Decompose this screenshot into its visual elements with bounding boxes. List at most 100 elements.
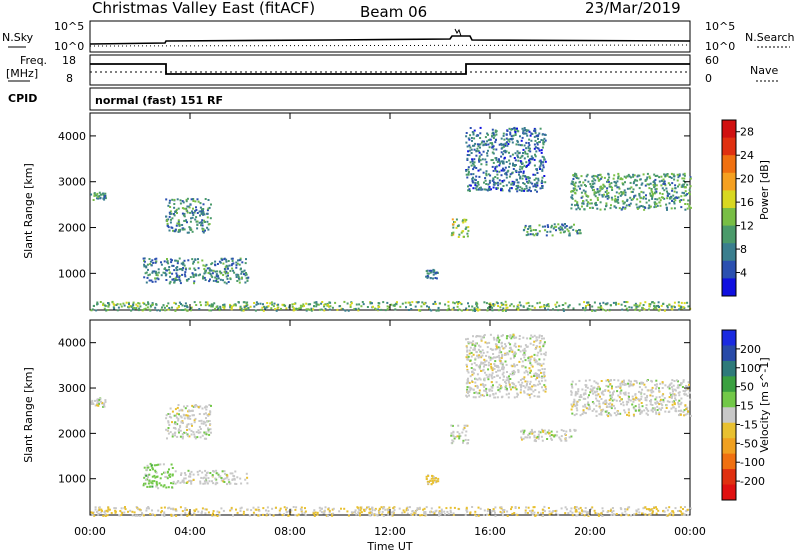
echo-mark: [662, 398, 665, 401]
echo-mark: [451, 424, 454, 427]
echo-mark: [499, 376, 501, 379]
echo-mark: [473, 166, 476, 169]
echo-mark: [595, 414, 598, 417]
echo-mark: [571, 380, 574, 383]
echo-mark: [435, 309, 438, 312]
echo-mark: [629, 181, 632, 184]
echo-mark: [518, 189, 521, 192]
echo-mark: [382, 301, 385, 304]
nsky-spike: [454, 28, 462, 37]
echo-mark: [494, 360, 497, 363]
echo-mark: [617, 186, 620, 189]
nave-tick-low: 0: [705, 72, 712, 85]
echo-mark: [299, 304, 302, 307]
echo-mark: [477, 181, 480, 183]
echo-mark: [479, 126, 482, 129]
echo-mark: [634, 396, 637, 399]
echo-mark: [246, 482, 249, 485]
echo-mark: [497, 341, 500, 344]
echo-mark: [185, 426, 188, 429]
echo-mark: [477, 514, 480, 517]
echo-mark: [191, 258, 194, 261]
echo-mark: [489, 388, 492, 391]
echo-mark: [488, 189, 490, 191]
echo-mark: [533, 430, 536, 433]
echo-mark: [584, 389, 587, 392]
echo-mark: [366, 306, 369, 308]
echo-mark: [305, 309, 308, 312]
echo-mark: [414, 511, 417, 514]
echo-mark: [593, 509, 596, 512]
echo-mark: [468, 144, 471, 147]
echo-mark: [560, 429, 563, 432]
echo-mark: [677, 176, 680, 179]
echo-mark: [188, 428, 191, 431]
echo-mark: [591, 389, 594, 392]
echo-mark: [175, 208, 178, 211]
echo-mark: [543, 358, 546, 361]
echo-mark: [531, 385, 534, 388]
echo-mark: [466, 154, 469, 156]
echo-mark: [471, 158, 474, 161]
echo-mark: [510, 348, 513, 351]
echo-mark: [628, 396, 630, 398]
echo-mark: [661, 404, 664, 407]
echo-mark: [471, 373, 474, 376]
echo-mark: [501, 362, 504, 365]
echo-mark: [526, 152, 529, 155]
echo-mark: [546, 438, 549, 440]
echo-mark: [133, 307, 136, 309]
echo-mark: [207, 207, 210, 210]
echo-mark: [654, 387, 657, 390]
echo-mark: [513, 355, 516, 358]
echo-mark: [154, 270, 157, 273]
echo-mark: [586, 202, 589, 205]
echo-mark: [196, 227, 199, 230]
echo-mark: [452, 301, 455, 304]
echo-mark: [217, 307, 220, 310]
echo-mark: [269, 302, 272, 305]
echo-mark: [481, 336, 484, 339]
echo-mark: [544, 229, 547, 232]
echo-mark: [205, 405, 208, 408]
echo-mark: [613, 205, 616, 208]
echo-mark: [628, 306, 631, 309]
echo-mark: [505, 150, 508, 153]
echo-mark: [185, 309, 188, 312]
echo-mark: [673, 178, 676, 181]
y-tick-label: 3000: [58, 176, 86, 189]
echo-mark: [469, 127, 472, 129]
echo-mark: [509, 155, 512, 158]
echo-mark: [390, 303, 393, 306]
echo-mark: [501, 180, 504, 182]
echo-mark: [147, 474, 150, 477]
echo-mark: [161, 510, 163, 513]
echo-mark: [581, 205, 583, 208]
echo-mark: [689, 206, 692, 209]
echo-mark: [283, 506, 286, 509]
echo-mark: [143, 302, 146, 305]
echo-mark: [489, 138, 492, 141]
echo-mark: [162, 463, 165, 466]
echo-mark: [435, 271, 438, 274]
echo-mark: [512, 333, 515, 336]
echo-mark: [598, 402, 601, 405]
echo-mark: [205, 477, 207, 480]
echo-mark: [594, 512, 597, 514]
echo-mark: [197, 261, 200, 264]
echo-mark: [168, 268, 170, 271]
echo-mark: [370, 511, 373, 514]
echo-mark: [455, 226, 458, 229]
echo-mark: [533, 158, 536, 161]
echo-mark: [682, 390, 685, 392]
echo-mark: [332, 507, 335, 510]
echo-mark: [165, 273, 168, 276]
echo-mark: [577, 177, 580, 180]
echo-mark: [607, 385, 610, 388]
echo-mark: [561, 304, 564, 306]
echo-mark: [509, 334, 512, 337]
echo-mark: [495, 148, 498, 151]
echo-mark: [610, 407, 613, 410]
echo-mark: [683, 177, 686, 180]
